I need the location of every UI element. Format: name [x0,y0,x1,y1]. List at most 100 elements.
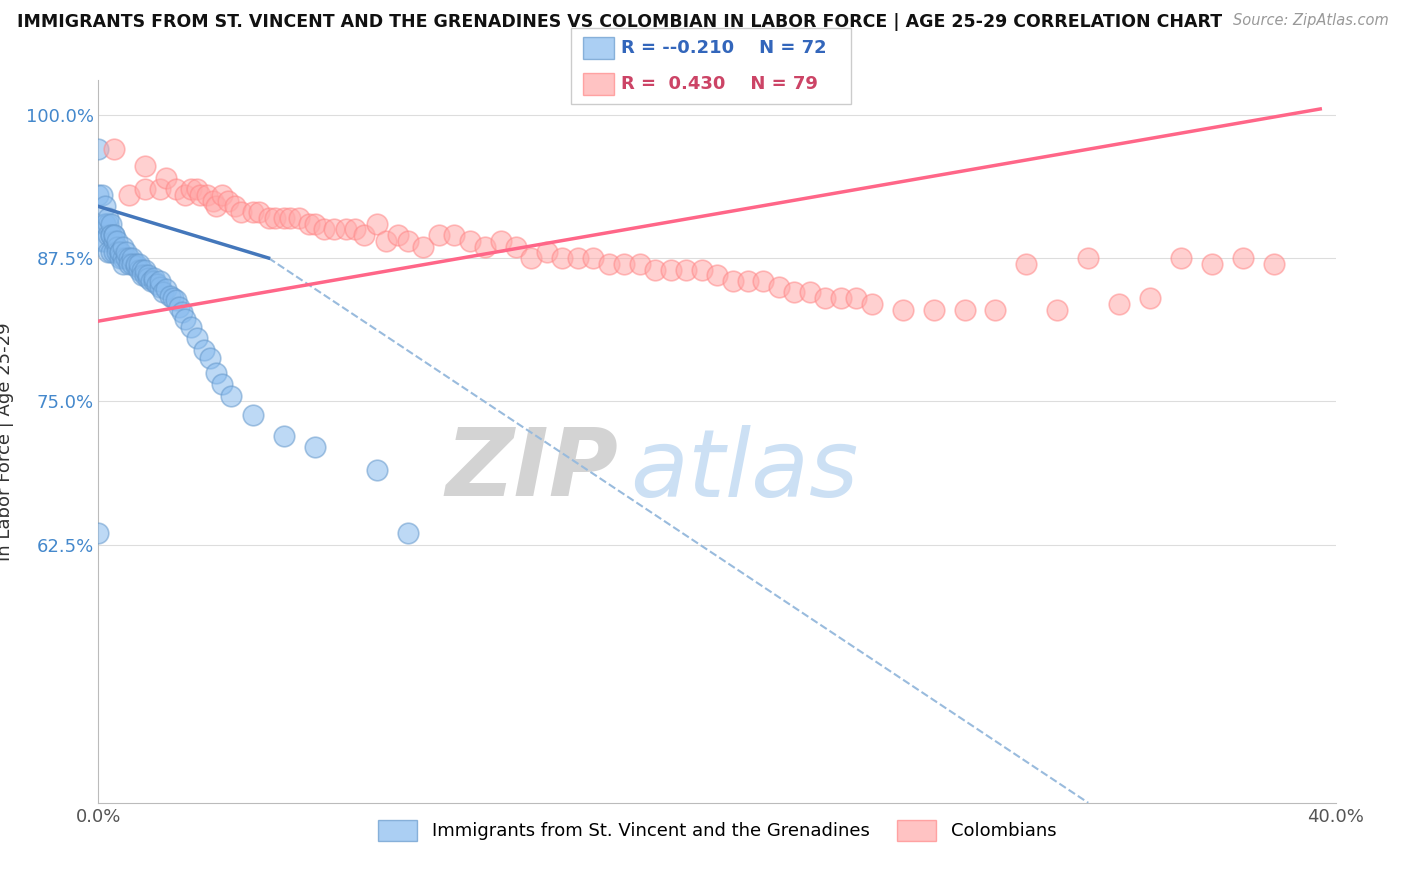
Point [180,182,202,196]
Point [1139,291,1161,305]
Text: atlas: atlas [630,425,859,516]
Point [598,257,620,271]
Point [520,251,543,265]
Point [1046,302,1069,317]
Point [180,319,202,334]
Point [474,239,496,253]
Point [366,217,388,231]
Point [97,228,120,243]
Point [174,188,197,202]
Text: ZIP: ZIP [446,425,619,516]
Point [186,331,208,345]
Point [93,199,115,213]
Point [118,257,141,271]
Point [131,262,153,277]
Point [644,262,666,277]
Point [1015,257,1038,271]
Point [706,268,728,283]
Point [536,245,558,260]
Point [103,234,125,248]
Point [344,222,367,236]
Point [247,205,270,219]
Point [551,251,574,265]
Point [131,268,153,283]
Point [201,194,224,208]
Point [984,302,1007,317]
Point [675,262,697,277]
Point [304,440,326,454]
Text: R =  0.430    N = 79: R = 0.430 N = 79 [621,75,818,93]
Point [396,526,419,541]
Point [118,251,141,265]
Point [121,257,143,271]
Point [100,245,122,260]
Point [103,228,125,243]
Point [288,211,311,225]
Point [217,194,239,208]
Point [108,245,131,260]
Point [845,291,868,305]
Point [659,262,682,277]
Point [186,182,208,196]
Point [375,234,398,248]
Text: IMMIGRANTS FROM ST. VINCENT AND THE GRENADINES VS COLOMBIAN IN LABOR FORCE | AGE: IMMIGRANTS FROM ST. VINCENT AND THE GREN… [17,13,1222,31]
Point [443,228,465,243]
Point [97,217,120,231]
Point [87,142,110,156]
Point [366,463,388,477]
Point [105,239,128,253]
Point [103,228,125,243]
Point [1170,251,1192,265]
Y-axis label: In Labor Force | Age 25-29: In Labor Force | Age 25-29 [0,322,14,561]
Point [860,297,883,311]
Point [242,205,264,219]
Point [396,234,419,248]
Point [198,351,221,365]
Point [97,211,120,225]
Point [152,285,174,300]
Point [97,245,120,260]
Point [139,274,162,288]
Text: Source: ZipAtlas.com: Source: ZipAtlas.com [1233,13,1389,29]
Point [335,222,357,236]
Point [211,188,233,202]
Point [165,182,187,196]
Point [105,245,128,260]
Point [121,251,143,265]
Point [105,234,128,248]
Point [155,170,177,185]
Point [830,291,852,305]
Point [304,217,326,231]
Point [112,251,135,265]
Point [134,262,156,277]
Text: R = --0.210    N = 72: R = --0.210 N = 72 [621,39,827,57]
Point [1232,251,1254,265]
Point [768,279,790,293]
Point [165,293,187,308]
Point [1263,257,1285,271]
Point [162,291,184,305]
Point [205,199,228,213]
Point [211,377,233,392]
Point [90,234,112,248]
Point [136,268,159,283]
Point [257,211,280,225]
Point [628,257,651,271]
Point [458,234,481,248]
Point [115,245,138,260]
Point [146,277,169,292]
Point [353,228,375,243]
Point [953,302,976,317]
Point [205,366,228,380]
Point [149,182,172,196]
Point [115,251,138,265]
Point [128,257,150,271]
Point [93,234,115,248]
Point [721,274,744,288]
Point [263,211,285,225]
Point [103,245,125,260]
Point [221,389,243,403]
Point [190,188,212,202]
Point [195,188,218,202]
Point [112,257,135,271]
